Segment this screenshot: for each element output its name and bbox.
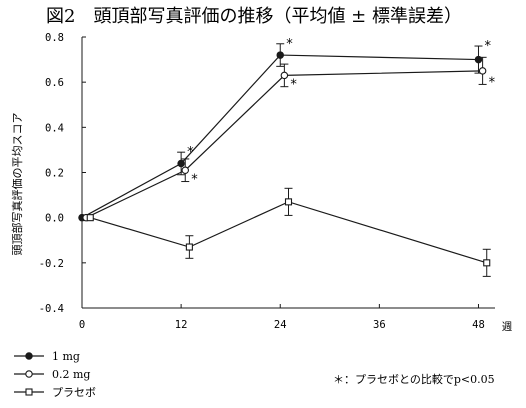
y-tick-label: -0.4: [39, 303, 64, 315]
legend-item: 1 mg: [14, 350, 80, 363]
data-point: [284, 198, 293, 206]
data-point: [483, 259, 491, 267]
significance-mark: *: [489, 75, 496, 90]
y-axis-label: 頭頂部写真評価の平均スコア: [10, 113, 24, 256]
data-point: [177, 159, 185, 168]
legend-item: 0.2 mg: [14, 368, 90, 381]
legend-marker: [25, 352, 33, 360]
legend: 1 mg 0.2 mg プラセボ: [14, 350, 96, 399]
x-tick-label: 48: [472, 319, 485, 331]
x-tick-label: 0: [79, 319, 85, 331]
data-point: [474, 55, 483, 64]
data-point: [280, 71, 289, 80]
significance-mark: *: [290, 78, 297, 93]
x-tick-label: 12: [175, 319, 188, 331]
axes: 0.8 0.6 0.4 0.2 0.0 -0.2 -0.4 0 12 24 36 48: [39, 32, 495, 331]
x-tick-label: 24: [274, 319, 287, 331]
legend-marker: [25, 370, 33, 378]
legend-label: 0.2 mg: [52, 368, 90, 381]
significance-mark: *: [191, 173, 198, 188]
x-axis-label: 週: [502, 321, 513, 333]
legend-marker: [25, 388, 33, 396]
y-tick-label: 0.2: [45, 168, 64, 180]
data-point: [276, 51, 284, 59]
data-point: [185, 243, 193, 251]
data-point: [478, 67, 487, 75]
footnote: ＊：プラセボとの比較でp<0.05: [333, 372, 495, 386]
series-line: [81, 54, 479, 219]
y-tick-label: 0.0: [45, 213, 64, 225]
y-tick-label: 0.8: [45, 32, 64, 44]
y-tick-label: -0.2: [39, 258, 64, 270]
series-1: * * *: [82, 56, 496, 222]
significance-mark: *: [484, 39, 491, 54]
series-2: [86, 187, 491, 277]
chart-title: 図2 頭頂部写真評価の推移（平均値 ± 標準誤差）: [46, 6, 462, 27]
legend-label: 1 mg: [52, 350, 80, 363]
series-layer: * * * * * *: [78, 37, 496, 277]
legend-label: プラセボ: [52, 386, 96, 399]
y-tick-label: 0.4: [45, 122, 64, 134]
data-point: [181, 166, 190, 174]
legend-item: プラセボ: [14, 386, 96, 399]
data-point: [86, 214, 94, 222]
x-tick-label: 36: [373, 319, 386, 331]
series-0: * * *: [78, 37, 491, 222]
series-line: [90, 201, 487, 264]
y-tick-label: 0.6: [45, 77, 64, 89]
significance-mark: *: [187, 145, 194, 160]
series-line: [85, 70, 483, 219]
significance-mark: *: [286, 37, 293, 52]
